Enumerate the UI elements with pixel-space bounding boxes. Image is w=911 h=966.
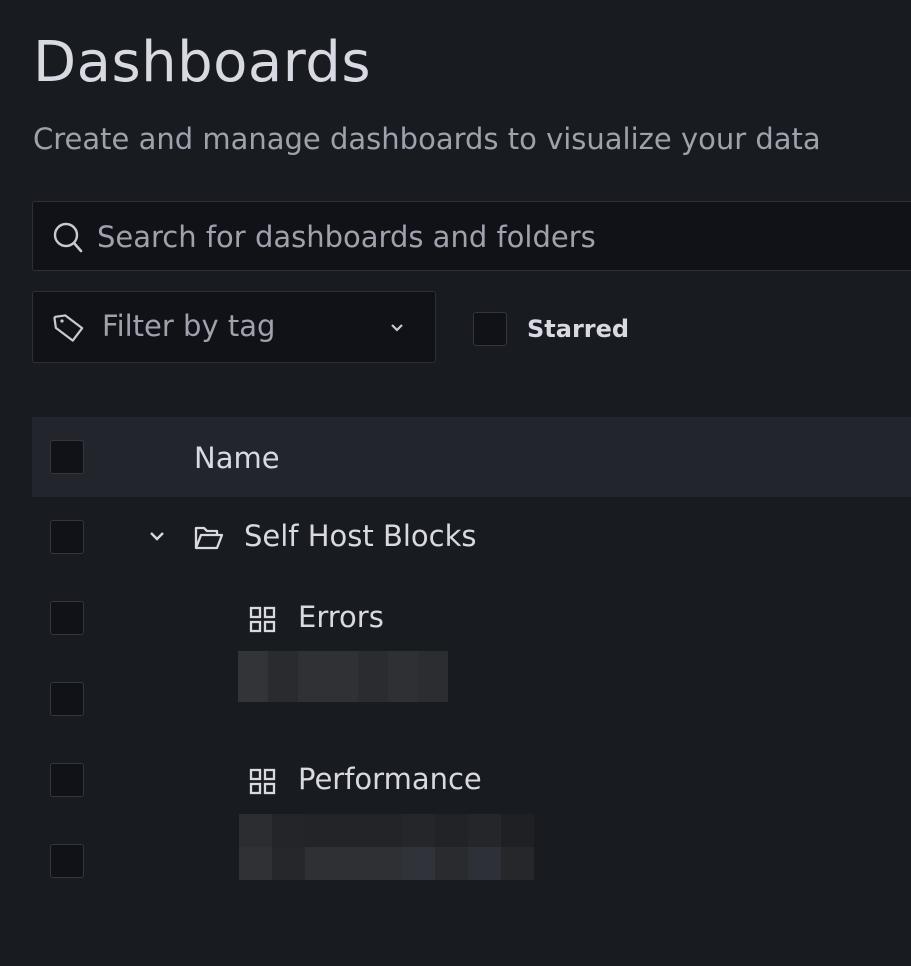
page-subtitle: Create and manage dashboards to visualiz… [33, 122, 821, 156]
row-checkbox[interactable] [50, 601, 84, 635]
table-row[interactable]: Errors [32, 578, 911, 659]
search-input[interactable] [97, 214, 897, 260]
tag-icon [53, 314, 84, 342]
dashboard-name[interactable]: Performance [298, 762, 482, 796]
starred-filter[interactable]: Starred [473, 312, 629, 346]
chevron-down-icon [391, 324, 403, 332]
starred-label: Starred [527, 315, 630, 343]
redacted-name [238, 651, 448, 702]
table-header: Name [32, 417, 911, 497]
apps-icon [249, 768, 276, 795]
dashboard-name[interactable]: Errors [298, 600, 384, 634]
row-checkbox[interactable] [50, 682, 84, 716]
dashboards-table: Name Self Host Blocks Errors Performance [32, 417, 911, 902]
folder-name[interactable]: Self Host Blocks [244, 519, 477, 553]
page-title: Dashboards [33, 30, 371, 95]
chevron-down-icon[interactable] [148, 530, 166, 544]
folder-open-icon [194, 526, 224, 550]
row-checkbox[interactable] [50, 844, 84, 878]
search-icon [53, 222, 83, 253]
row-checkbox[interactable] [50, 520, 84, 554]
column-header-name[interactable]: Name [194, 441, 280, 475]
redacted-name [239, 814, 534, 880]
starred-checkbox[interactable] [473, 312, 507, 346]
tag-filter-select[interactable]: Filter by tag [32, 291, 436, 363]
tag-filter-placeholder: Filter by tag [102, 309, 276, 343]
table-row[interactable] [32, 651, 911, 740]
search-field[interactable] [32, 201, 911, 271]
select-all-checkbox[interactable] [50, 440, 84, 474]
table-row[interactable]: Self Host Blocks [32, 497, 911, 578]
row-checkbox[interactable] [50, 763, 84, 797]
table-row[interactable] [32, 814, 911, 902]
table-row[interactable]: Performance [32, 740, 911, 821]
apps-icon [249, 606, 276, 633]
